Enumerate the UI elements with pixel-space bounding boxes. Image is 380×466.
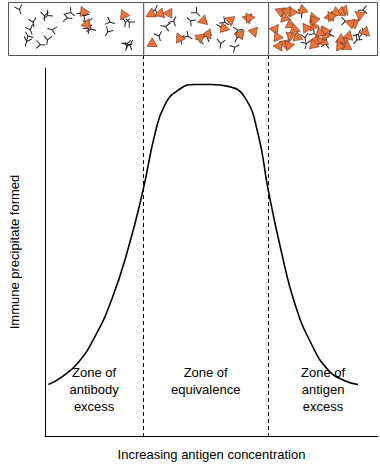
svg-text:excess: excess	[303, 399, 344, 414]
svg-text:Zone of: Zone of	[301, 365, 346, 380]
svg-text:antibody: antibody	[70, 382, 120, 397]
svg-text:Immune precipitate formed: Immune precipitate formed	[7, 175, 22, 330]
svg-text:Increasing antigen concentrati: Increasing antigen concentration	[118, 447, 306, 462]
svg-text:equivalence: equivalence	[171, 382, 240, 397]
svg-text:Zone of: Zone of	[72, 365, 116, 380]
svg-text:Zone of: Zone of	[184, 365, 228, 380]
svg-text:excess: excess	[74, 399, 115, 414]
svg-text:antigen: antigen	[302, 382, 345, 397]
